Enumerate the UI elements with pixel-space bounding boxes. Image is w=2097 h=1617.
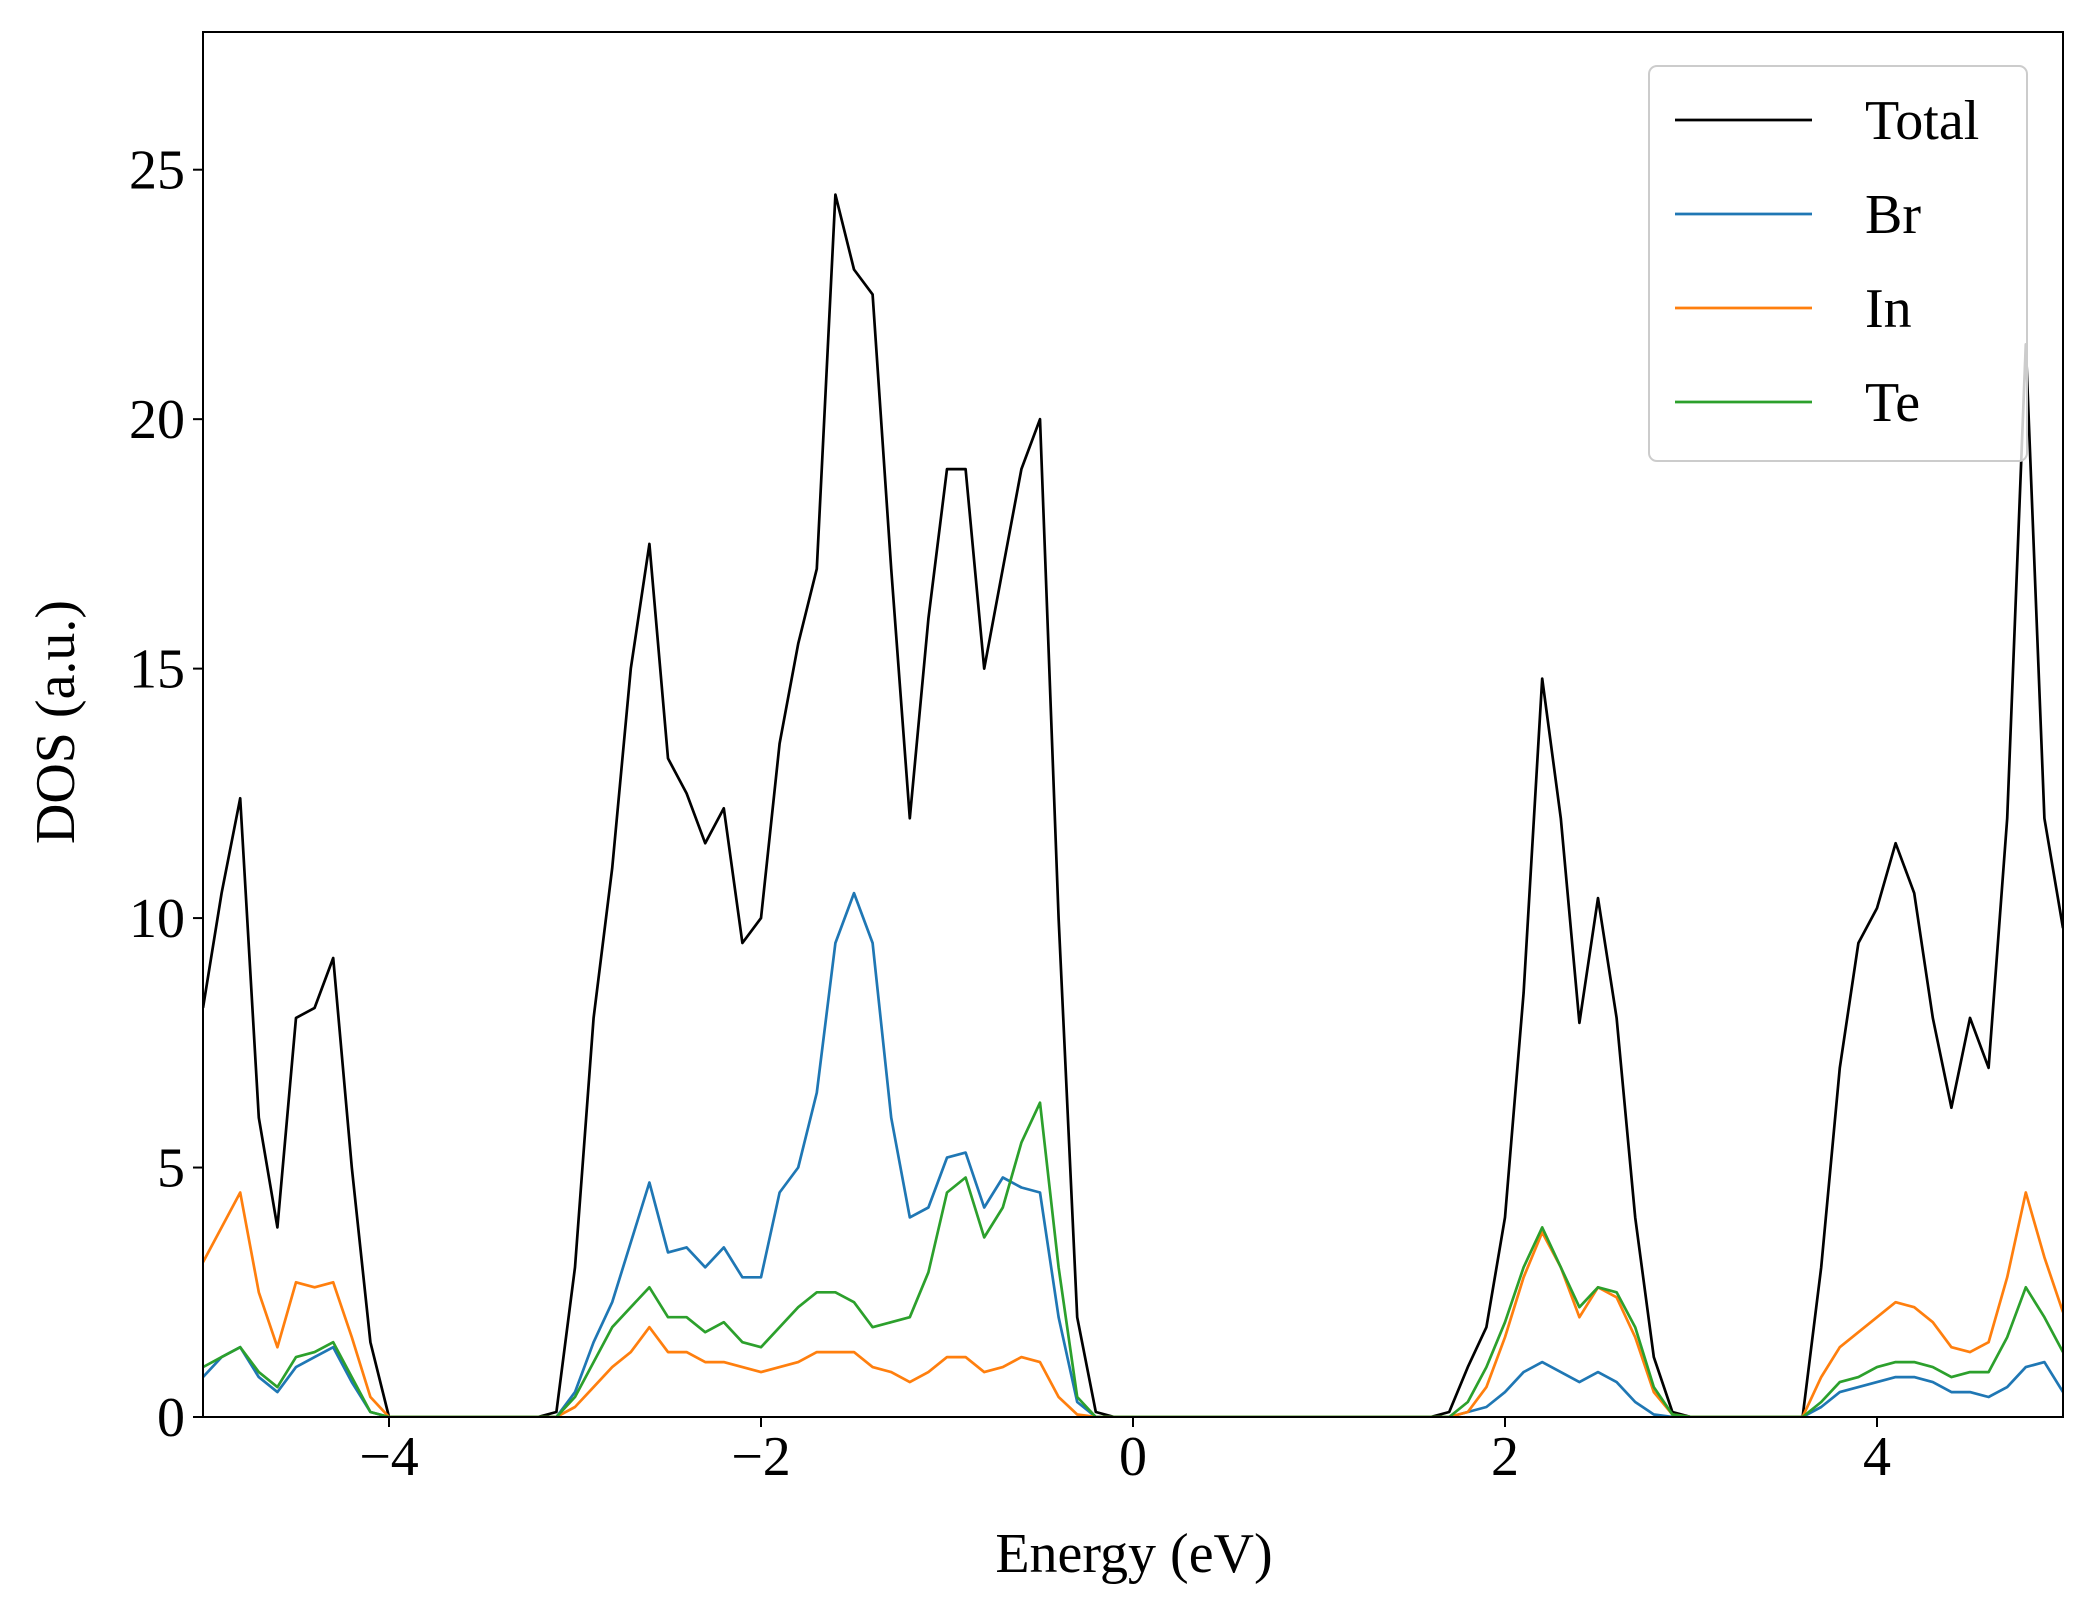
legend-box [1648,65,2028,462]
x-tick-label: −4 [359,1426,419,1488]
legend-label: Te [1865,372,1920,434]
y-tick-label: 15 [129,639,185,701]
y-tick-label: 5 [157,1138,185,1200]
x-tick-label: −2 [731,1426,791,1488]
x-tick-label: 2 [1491,1426,1519,1488]
y-tick-label: 25 [129,140,185,202]
x-tick-label: 0 [1119,1426,1147,1488]
x-axis-label: Energy (eV) [995,1523,1272,1585]
legend-label: Total [1865,90,1979,152]
series-line [203,1101,2063,1417]
y-tick-label: 20 [129,389,185,451]
x-tick-label: 4 [1863,1426,1891,1488]
legend-label: Br [1865,184,1921,246]
legend-label: In [1865,278,1912,340]
series-line [203,891,2063,1417]
y-axis-label: DOS (a.u.) [25,600,87,844]
series-line [203,1191,2063,1417]
y-tick-label: 10 [129,888,185,950]
y-tick-label: 0 [157,1387,185,1449]
